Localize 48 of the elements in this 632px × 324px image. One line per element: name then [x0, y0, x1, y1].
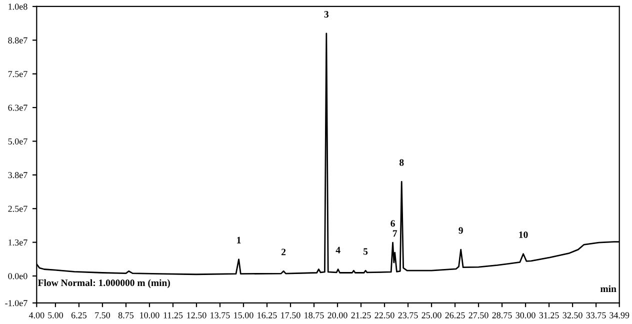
x-tick-label: 13.75	[210, 312, 230, 318]
y-tick-label: 6.3e7	[8, 104, 28, 111]
x-tick-label: 33.75	[586, 312, 606, 318]
x-tick-label: 16.25	[258, 312, 277, 318]
x-tick-label: 5.00	[48, 312, 64, 318]
x-tick-label: 10.00	[140, 312, 160, 318]
annotation: 9	[458, 227, 463, 234]
y-tick-label: 5.0e7	[8, 138, 28, 144]
x-tick-label: 8.75	[118, 312, 134, 318]
x-tick-label: 15.00	[234, 312, 254, 318]
x-tick-label: 7.50	[95, 312, 110, 318]
y-tick-label: 0.0e0	[8, 273, 28, 280]
x-tick-label: 34.99	[610, 312, 630, 318]
annotation: 3	[324, 11, 329, 18]
annotation: 8	[400, 159, 404, 166]
y-tick-label: 3.8e7	[8, 172, 28, 178]
x-tick-label: 11.25	[164, 312, 183, 318]
annotation: 2	[282, 248, 286, 256]
x-tick-label: 20.00	[328, 312, 348, 318]
y-tick-label: 1.0e8	[8, 4, 28, 10]
y-tick-label: 7.5e7	[8, 71, 28, 78]
annotation: 6	[390, 220, 395, 227]
x-tick-label: 27.50	[468, 312, 488, 318]
x-tick-label: 28.75	[492, 312, 512, 318]
annotation: Flow Normal: 1.000000 m (min)	[38, 279, 170, 288]
annotation: 10	[519, 231, 528, 238]
x-tick-label: 22.50	[374, 312, 394, 318]
y-tick-label: -1.0e7	[5, 300, 28, 306]
y-tick-label: 2.5e7	[8, 206, 28, 212]
x-tick-label: 32.50	[562, 312, 582, 318]
x-tick-label: 26.25	[445, 312, 465, 318]
x-tick-label: 4.00	[28, 312, 44, 318]
annotation: 5	[363, 248, 368, 255]
annotation: 7	[392, 230, 398, 237]
x-tick-label: 31.25	[539, 312, 559, 318]
x-tick-label: 23.75	[398, 312, 418, 318]
annotation: min	[600, 285, 616, 292]
x-tick-label: 6.25	[71, 312, 87, 318]
annotation: 1	[237, 236, 241, 244]
y-tick-label: 8.8e7	[8, 37, 28, 44]
annotation: 4	[336, 246, 340, 254]
x-tick-label: 12.50	[187, 312, 206, 318]
y-tick-label: 1.3e7	[8, 239, 28, 246]
x-tick-label: 21.25	[351, 312, 371, 318]
x-tick-label: 17.50	[281, 312, 300, 318]
x-tick-label: 18.75	[304, 312, 324, 318]
x-tick-label: 25.00	[422, 312, 442, 318]
x-tick-label: 30.00	[516, 312, 536, 318]
